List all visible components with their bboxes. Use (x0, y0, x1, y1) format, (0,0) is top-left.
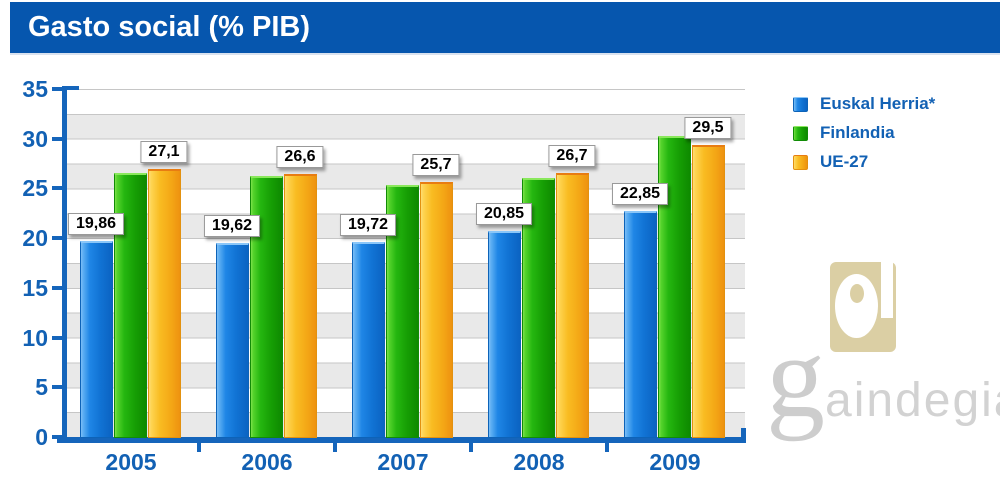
legend-item: UE-27 (793, 152, 935, 172)
value-label: 19,62 (203, 214, 261, 237)
y-axis-tick (52, 136, 62, 141)
y-axis-line (62, 86, 67, 443)
x-axis-category-label: 2009 (649, 449, 701, 475)
value-label: 22,85 (611, 182, 669, 205)
plot-area: 19,86 19,62 19,72 20,85 22,85 27,1 26,6 25,7 26,… (67, 89, 745, 438)
y-axis-top-cap (62, 86, 79, 90)
bar-blue-2008 (488, 230, 521, 438)
y-axis-tick (52, 435, 62, 439)
value-label: 27,1 (140, 140, 188, 163)
legend-swatch-orange (793, 154, 808, 170)
value-label: 25,7 (412, 154, 460, 177)
legend-item: Euskal Herria* (793, 94, 935, 114)
y-axis-tick-label: 20 (22, 225, 48, 252)
x-axis-end-cap (741, 428, 746, 437)
y-axis-tick-label: 15 (22, 274, 48, 301)
page-title: Gasto social (% PIB) (28, 11, 311, 43)
legend-label: UE-27 (820, 152, 869, 171)
bar-blue-2007 (352, 241, 385, 438)
y-axis-tick-label: 25 (22, 175, 48, 202)
bar-green-2009 (658, 135, 691, 438)
y-axis-tick (52, 87, 62, 91)
bar-orange-2009 (692, 144, 725, 438)
y-axis-tick-label: 30 (22, 125, 48, 152)
value-label: 29,5 (684, 116, 732, 139)
y-axis-tick-label: 10 (22, 324, 48, 351)
value-label: 19,86 (67, 212, 125, 235)
bar-blue-2009 (624, 210, 657, 438)
bar-orange-2006 (284, 173, 317, 438)
x-axis-category-label: 2006 (241, 449, 293, 475)
bar-orange-2008 (556, 172, 589, 438)
title-bar: Gasto social (% PIB) (10, 2, 1000, 55)
bar-blue-2005 (80, 240, 113, 438)
y-axis-tick-label: 35 (22, 76, 48, 102)
bar-blue-2006 (216, 242, 249, 438)
legend-label: Euskal Herria* (820, 94, 936, 113)
legend: Euskal Herria* Finlandia UE-27 (793, 94, 935, 172)
x-axis-tick (333, 443, 337, 452)
x-axis-tick (605, 443, 609, 452)
y-axis-tick-label: 5 (35, 374, 48, 401)
y-axis-tick (52, 285, 62, 290)
value-label: 19,72 (339, 213, 397, 236)
value-label: 26,7 (548, 144, 596, 167)
x-axis-category-label: 2007 (377, 449, 429, 475)
y-axis-tick (52, 335, 62, 340)
y-axis-tick (52, 186, 62, 191)
legend-swatch-green (793, 125, 808, 141)
legend-swatch-blue (793, 96, 808, 112)
x-axis-line (57, 437, 746, 443)
value-label: 20,85 (475, 202, 533, 225)
bar-orange-2005 (148, 168, 181, 438)
bar-orange-2007 (420, 182, 453, 438)
x-axis-tick (197, 443, 201, 452)
x-axis-category-label: 2008 (513, 449, 565, 475)
x-axis-tick (469, 443, 473, 452)
x-axis-category-label: 2005 (105, 449, 157, 475)
y-axis-tick-label: 0 (35, 424, 48, 450)
value-label: 26,6 (276, 145, 324, 168)
y-axis-tick (52, 236, 62, 241)
legend-item: Finlandia (793, 123, 935, 143)
legend-label: Finlandia (820, 123, 895, 142)
y-axis-tick (52, 385, 62, 390)
